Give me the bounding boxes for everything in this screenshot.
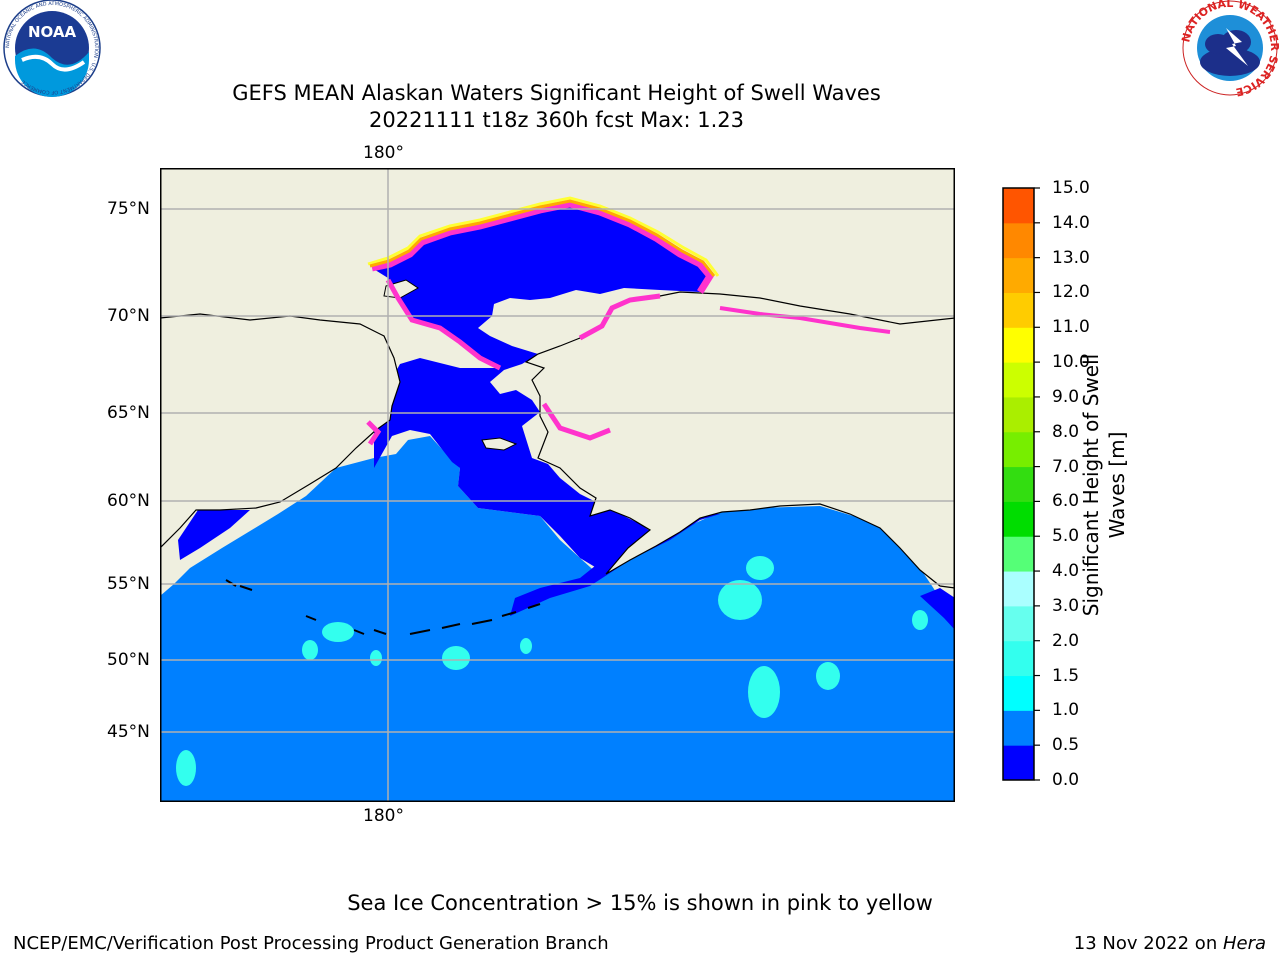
colorbar-segment [1003, 222, 1034, 259]
sea-ice-edge-yellow [367, 196, 720, 277]
colorbar-tick-label: 1.5 [1052, 665, 1080, 686]
aleutian-islands [225, 579, 541, 635]
colorbar-tick-label: 13.0 [1052, 247, 1090, 268]
colorbar-tick-label: 10.0 [1052, 352, 1090, 373]
st-lawrence-island [481, 437, 518, 451]
lon-label-top: 180° [363, 143, 404, 163]
colorbar-tick-label: 5.0 [1052, 526, 1080, 547]
lat-label-55: 55°N [107, 574, 150, 594]
colorbar-segment [1003, 501, 1034, 537]
lat-label-70: 70°N [107, 306, 150, 326]
colorbar-tick-label: 8.0 [1052, 421, 1080, 442]
lat-label-75: 75°N [107, 199, 150, 219]
footer-date-text: 13 Nov 2022 on [1073, 933, 1223, 954]
colorbar-tick-marks [1034, 187, 1040, 781]
nws-logo: NATIONAL WEATHER SERVICE [1179, 0, 1280, 99]
se-alaska-shelf [920, 588, 955, 630]
colorbar-tick-label: 12.0 [1052, 282, 1090, 303]
colorbar-segment [1003, 710, 1034, 746]
colorbar-segment [1003, 640, 1034, 677]
colorbar-tick-label: 7.0 [1052, 456, 1080, 477]
footer-machine: Hera [1222, 933, 1266, 954]
sea-ice-anadyr [366, 420, 382, 446]
colorbar-segment [1003, 188, 1034, 224]
colorbar-segment [1003, 396, 1034, 433]
high-swell-patches [176, 556, 928, 786]
colorbar-tick-label: 4.0 [1052, 561, 1080, 582]
colorbar-tick-label: 11.0 [1052, 317, 1090, 338]
colorbar-tick-label: 3.0 [1052, 595, 1080, 616]
colorbar-segment [1003, 536, 1034, 572]
colorbar-tick-label: 15.0 [1052, 178, 1090, 198]
sea-ice-beaufort [719, 306, 891, 334]
sea-ice-note: Sea Ice Concentration > 15% is shown in … [347, 891, 933, 915]
chart-subtitle: 20221111 t18z 360h fcst Max: 1.23 [369, 108, 744, 132]
lat-label-50: 50°N [107, 650, 150, 670]
colorbar-segment [1003, 605, 1034, 642]
lat-label-60: 60°N [107, 491, 150, 511]
colorbar-segment [1003, 327, 1034, 363]
noaa-logo: NOAA NATIONAL OCEANIC AND ATMOSPHERIC AD… [3, 0, 101, 97]
sea-ice-coast-chukotka [385, 278, 502, 371]
noaa-logo-text: NOAA [28, 23, 77, 41]
map-frame [160, 168, 955, 802]
bering-sea [372, 204, 710, 570]
colorbar-segment [1003, 571, 1034, 607]
sea-ice-norton [541, 402, 611, 441]
colorbar-segment [1003, 362, 1034, 398]
west-shelf [178, 510, 250, 560]
sea-ice-coast-alaska [578, 293, 661, 341]
footer-date: 13 Nov 2022 on Hera [1074, 933, 1266, 954]
lat-label-45: 45°N [107, 722, 150, 742]
colorbar-label-line1: Significant Height of Swell [1079, 353, 1103, 617]
siberia-landmass [160, 313, 401, 549]
colorbar-tick-label: 0.5 [1052, 735, 1080, 756]
colorbar-tick-label: 2.0 [1052, 630, 1080, 651]
colorbar-segment [1003, 431, 1034, 468]
sea-ice-edge-pink [371, 200, 715, 294]
chart-title: GEFS MEAN Alaskan Waters Significant Hei… [232, 81, 881, 105]
lat-label-65: 65°N [107, 403, 150, 423]
colorbar-segments [1003, 188, 1034, 781]
colorbar-segment [1003, 675, 1034, 711]
colorbar-segment [1003, 466, 1034, 502]
footer-branch: NCEP/EMC/Verification Post Processing Pr… [13, 933, 609, 954]
colorbar-label-line2: Waves [m] [1105, 431, 1129, 539]
colorbar-tick-label: 0.0 [1052, 770, 1080, 790]
colorbar-frame [1002, 187, 1035, 781]
colorbar [1002, 187, 1040, 781]
graticule [160, 168, 955, 802]
colorbar-tick-label: 9.0 [1052, 386, 1080, 407]
colorbar-segment [1003, 292, 1034, 328]
colorbar-tick-label: 14.0 [1052, 212, 1090, 233]
swell-height-map [160, 168, 955, 802]
colorbar-segment [1003, 745, 1034, 781]
colorbar-tick-label: 6.0 [1052, 491, 1080, 512]
lon-label-bottom: 180° [363, 806, 404, 826]
sea-ice-edge-orange [369, 199, 716, 277]
colorbar-tick-label: 1.0 [1052, 700, 1080, 721]
colorbar-segment [1003, 257, 1034, 293]
